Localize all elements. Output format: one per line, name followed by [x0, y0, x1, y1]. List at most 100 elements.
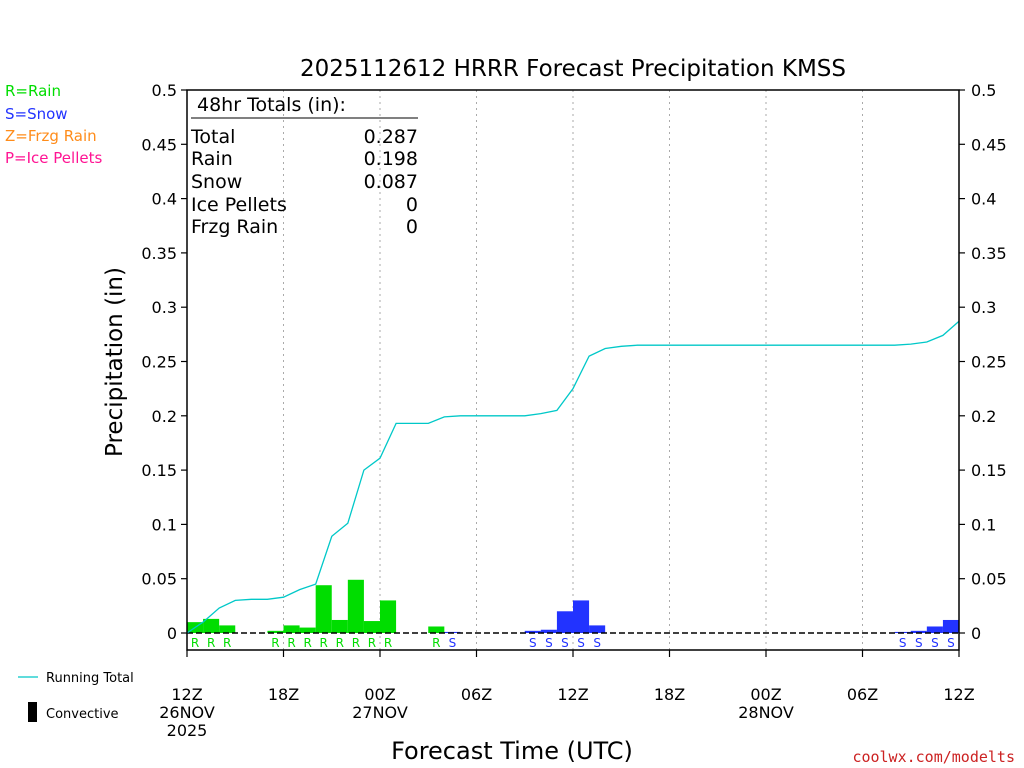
precip-type-marker-11: R	[432, 636, 440, 650]
y-tick-left-label-1: 0.45	[141, 135, 177, 154]
y-tick-left-label-10: 0	[167, 624, 177, 643]
precip-type-marker-3: R	[271, 636, 279, 650]
convective-legend-swatch	[28, 702, 37, 722]
precip-type-marker-8: R	[352, 636, 360, 650]
precip-type-marker-2: R	[223, 636, 231, 650]
x-tick-label-1-0: 18Z	[268, 685, 299, 704]
y-tick-left-label-0: 0.5	[152, 81, 177, 100]
y-tick-right-label-8: 0.1	[971, 515, 996, 534]
precip-bars	[187, 579, 959, 633]
precip-bar-1	[203, 618, 220, 633]
legend-snow: S=Snow	[5, 105, 68, 123]
precip-type-marker-0: R	[191, 636, 199, 650]
precip-bar-14	[540, 629, 557, 633]
precip-type-marker-4: R	[287, 636, 295, 650]
x-tick-label-0-1: 26NOV	[159, 703, 215, 722]
bottom-legend: Running Total Convective	[18, 671, 134, 722]
convective-legend-label: Convective	[46, 707, 119, 722]
precip-bar-11	[428, 626, 445, 633]
x-tick-label-2-0: 00Z	[364, 685, 395, 704]
precip-bar-16	[573, 600, 590, 633]
x-tick-label-7-0: 06Z	[847, 685, 878, 704]
x-axis-label: Forecast Time (UTC)	[391, 737, 633, 765]
precip-type-marker-9: R	[368, 636, 376, 650]
y-tick-left-label-4: 0.3	[152, 298, 177, 317]
y-tick-left-label-6: 0.2	[152, 407, 177, 426]
y-tick-left-label-3: 0.35	[141, 244, 177, 263]
legend-ice-pellets: P=Ice Pellets	[5, 149, 102, 167]
precip-type-marker-15: S	[561, 636, 569, 650]
chart-title: 2025112612 HRRR Forecast Precipitation K…	[300, 56, 846, 82]
precip-bar-17	[589, 625, 606, 633]
y-ticks-left: 0.5 0.45 0.4 0.35 0.3 0.25 0.2 0.15 0.1 0.05 0	[141, 81, 187, 643]
x-tick-label-3-0: 06Z	[461, 685, 492, 704]
y-tick-left-label-2: 0.4	[152, 190, 177, 209]
precip-type-marker-12: S	[449, 636, 457, 650]
precip-bar-9	[363, 621, 380, 633]
x-tick-label-8-0: 12Z	[943, 685, 974, 704]
legend-rain: R=Rain	[5, 82, 61, 100]
precip-type-marker-14: S	[545, 636, 553, 650]
y-tick-right-label-6: 0.2	[971, 407, 996, 426]
precip-bar-21	[942, 619, 959, 633]
x-tick-label-6-1: 28NOV	[738, 703, 794, 722]
x-tick-label-2-1: 27NOV	[352, 703, 408, 722]
y-tick-left-label-7: 0.15	[141, 461, 177, 480]
totals-value-ice-pellets: 0	[406, 194, 418, 216]
totals-value-snow: 0.087	[364, 171, 418, 193]
precip-bar-2	[219, 625, 236, 633]
precip-type-marker-6: R	[320, 636, 328, 650]
y-tick-right-label-9: 0.05	[971, 570, 1007, 589]
precip-bar-7	[331, 619, 348, 633]
precip-type-marker-20: S	[931, 636, 939, 650]
running-total-line	[186, 320, 960, 634]
totals-label-snow: Snow	[191, 171, 242, 193]
precip-bar-13	[524, 630, 541, 633]
legend-frzg-rain: Z=Frzg Rain	[5, 127, 97, 145]
totals-value-total: 0.287	[364, 126, 418, 148]
precip-type-marker-1: R	[207, 636, 215, 650]
precip-bar-6	[315, 585, 332, 633]
x-tick-label-5-0: 18Z	[654, 685, 685, 704]
totals-heading: 48hr Totals (in):	[197, 94, 346, 116]
y-tick-left-label-5: 0.25	[141, 353, 177, 372]
precip-type-marker-21: S	[947, 636, 955, 650]
y-tick-right-label-10: 0	[971, 624, 981, 643]
y-tick-left-label-9: 0.05	[141, 570, 177, 589]
precip-type-marker-10: R	[384, 636, 392, 650]
precip-type-marker-19: S	[915, 636, 923, 650]
x-tick-label-0-2: 2025	[167, 721, 208, 740]
totals-value-rain: 0.198	[364, 148, 418, 170]
x-tick-label-0-0: 12Z	[171, 685, 202, 704]
totals-label-total: Total	[190, 126, 235, 148]
totals-label-frzg-rain: Frzg Rain	[191, 216, 278, 238]
precip-type-marker-7: R	[336, 636, 344, 650]
x-tick-label-4-0: 12Z	[557, 685, 588, 704]
precip-bar-20	[926, 626, 943, 633]
running-total-legend-label: Running Total	[46, 671, 134, 686]
precip-bar-4	[283, 625, 300, 633]
y-ticks-right: 0.5 0.45 0.4 0.35 0.3 0.25 0.2 0.15 0.1 0.05 0	[959, 81, 1007, 643]
precip-bar-5	[299, 627, 316, 633]
precip-type-marker-17: S	[593, 636, 601, 650]
precip-bar-3	[267, 630, 284, 633]
precip-type-marker-5: R	[303, 636, 311, 650]
y-tick-right-label-2: 0.4	[971, 190, 996, 209]
precip-bar-15	[556, 611, 573, 633]
y-tick-right-label-0: 0.5	[971, 81, 996, 100]
y-tick-right-label-7: 0.15	[971, 461, 1007, 480]
precip-bar-8	[347, 579, 364, 633]
totals-value-frzg-rain: 0	[406, 216, 418, 238]
precip-bar-10	[380, 600, 397, 633]
precip-type-marker-13: S	[529, 636, 537, 650]
type-legend: R=Rain S=Snow Z=Frzg Rain P=Ice Pellets	[5, 82, 102, 167]
precip-type-marker-18: S	[899, 636, 907, 650]
totals-label-ice-pellets: Ice Pellets	[191, 194, 287, 216]
y-axis-label: Precipitation (in)	[102, 267, 128, 457]
x-tick-label-6-0: 00Z	[750, 685, 781, 704]
totals-label-rain: Rain	[191, 148, 233, 170]
y-tick-right-label-5: 0.25	[971, 353, 1007, 372]
